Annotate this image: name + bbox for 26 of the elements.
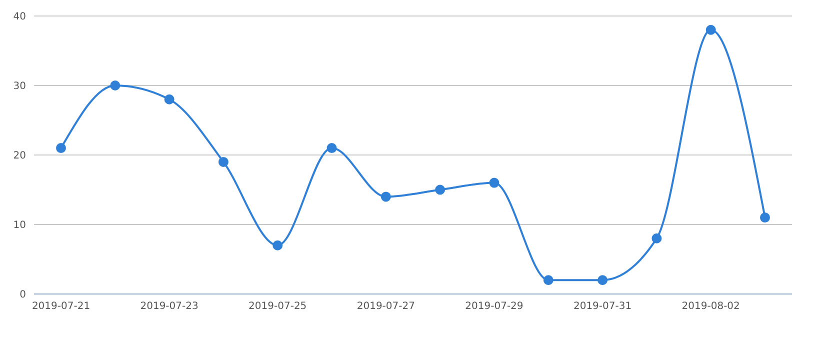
point [110, 80, 120, 90]
x-tick-label: 2019-07-23 [140, 301, 198, 312]
y-tick-label: 20 [13, 150, 26, 162]
point [706, 24, 716, 35]
point [326, 143, 337, 154]
point [435, 184, 446, 195]
point [56, 143, 66, 154]
x-tick-label: 2019-08-02 [682, 301, 740, 312]
y-tick-label: 30 [13, 81, 26, 92]
x-tick-label: 2019-07-31 [573, 301, 632, 312]
x-tick-label: 2019-07-29 [465, 301, 524, 312]
point [543, 275, 554, 286]
point [380, 192, 391, 202]
point [598, 275, 608, 286]
point [272, 240, 283, 250]
y-tick-label: 0 [20, 290, 26, 301]
x-tick-label: 2019-07-25 [248, 301, 307, 312]
y-tick-label: 40 [13, 12, 26, 23]
x-tick-label: 2019-07-27 [356, 301, 415, 312]
y-tick-label: 10 [13, 220, 26, 232]
point [218, 156, 228, 167]
point [164, 94, 174, 104]
point [652, 233, 662, 244]
x-tick-label: 2019-07-21 [32, 301, 90, 312]
point [760, 212, 770, 223]
point [489, 178, 500, 188]
